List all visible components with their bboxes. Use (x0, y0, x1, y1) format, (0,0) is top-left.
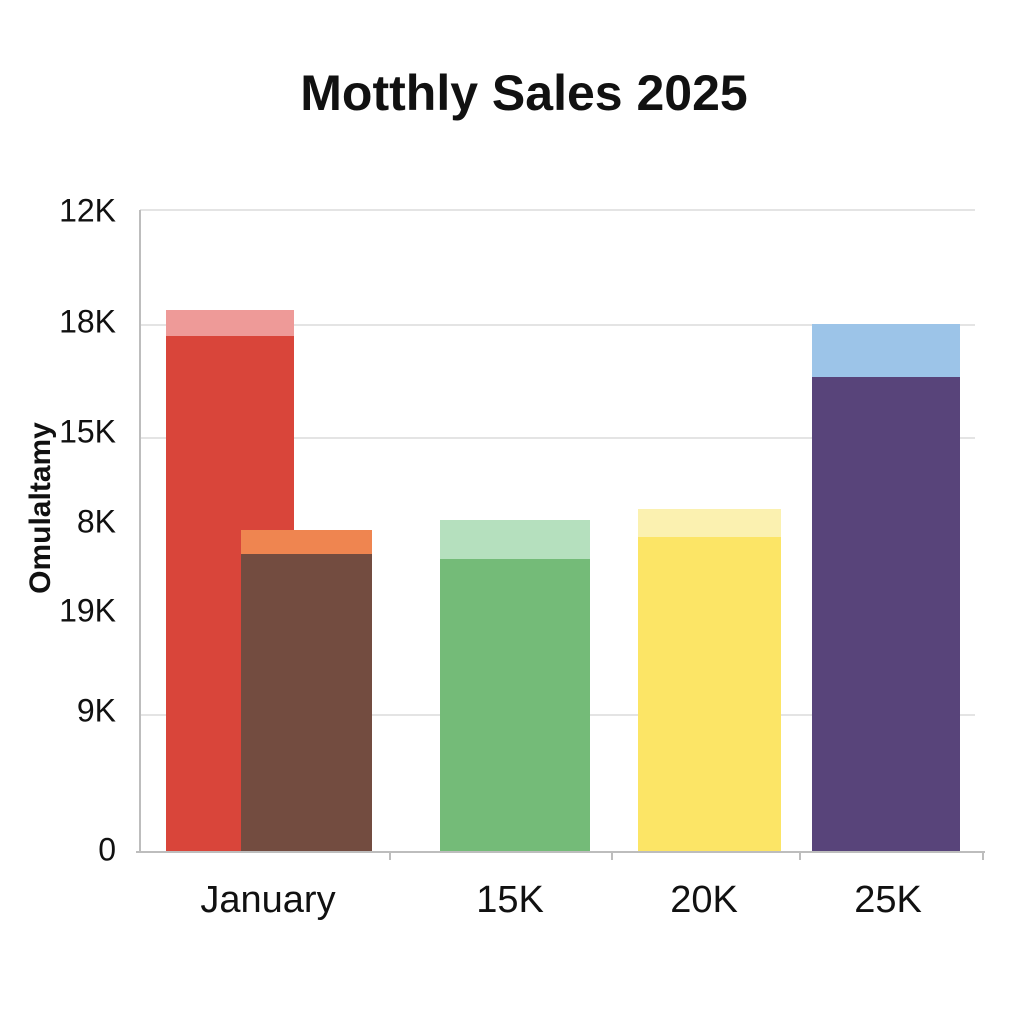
bar (241, 554, 372, 852)
y-tick-label: 12K (59, 192, 116, 228)
y-tick-label: 19K (59, 592, 116, 628)
y-tick-label: 18K (59, 303, 116, 339)
bar-cap (241, 530, 372, 554)
x-label: 25K (854, 879, 922, 921)
bar (812, 377, 960, 852)
y-tick-label: 9K (77, 692, 116, 728)
y-tick-label: 15K (59, 413, 116, 449)
bars (166, 310, 960, 852)
bar-cap (812, 324, 960, 377)
bar-cap (440, 520, 590, 559)
y-axis-title: Omulaltamy (24, 422, 57, 594)
bar-cap (166, 310, 294, 336)
bar-cap (638, 509, 781, 537)
bar (440, 559, 590, 852)
x-label: 20K (670, 879, 738, 921)
chart-title: Motthly Sales 2025 (300, 65, 747, 121)
bar (638, 537, 781, 852)
x-label: January (200, 879, 335, 921)
y-tick-label: 8K (77, 503, 116, 539)
x-label: 15K (476, 879, 544, 921)
y-tick-label: 0 (98, 831, 116, 867)
